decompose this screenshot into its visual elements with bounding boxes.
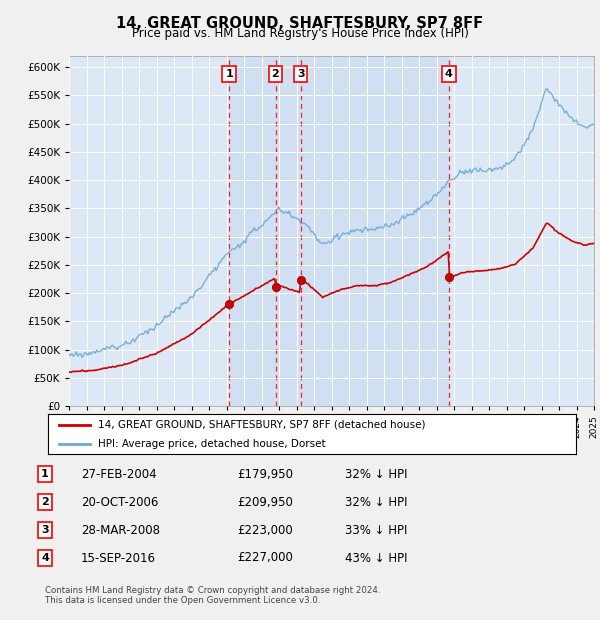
Text: 3: 3 [41, 525, 49, 535]
Text: HPI: Average price, detached house, Dorset: HPI: Average price, detached house, Dors… [98, 439, 326, 449]
Text: 20-OCT-2006: 20-OCT-2006 [81, 496, 158, 508]
Bar [229, 56, 449, 406]
Text: Contains HM Land Registry data © Crown copyright and database right 2024.
This d: Contains HM Land Registry data © Crown c… [45, 586, 380, 605]
Text: 14, GREAT GROUND, SHAFTESBURY, SP7 8FF: 14, GREAT GROUND, SHAFTESBURY, SP7 8FF [116, 16, 484, 30]
Text: 33% ↓ HPI: 33% ↓ HPI [345, 524, 407, 536]
Text: 4: 4 [41, 553, 49, 563]
Text: 15-SEP-2016: 15-SEP-2016 [81, 552, 156, 564]
Text: 1: 1 [225, 69, 233, 79]
Text: 27-FEB-2004: 27-FEB-2004 [81, 468, 157, 481]
Text: Price paid vs. HM Land Registry's House Price Index (HPI): Price paid vs. HM Land Registry's House … [131, 27, 469, 40]
Text: 43% ↓ HPI: 43% ↓ HPI [345, 552, 407, 564]
Text: 14, GREAT GROUND, SHAFTESBURY, SP7 8FF (detached house): 14, GREAT GROUND, SHAFTESBURY, SP7 8FF (… [98, 420, 425, 430]
Text: 28-MAR-2008: 28-MAR-2008 [81, 524, 160, 536]
Text: 1: 1 [41, 469, 49, 479]
Text: £227,000: £227,000 [237, 552, 293, 564]
Text: £209,950: £209,950 [237, 496, 293, 508]
Text: 2: 2 [41, 497, 49, 507]
Text: £179,950: £179,950 [237, 468, 293, 481]
Text: 4: 4 [445, 69, 453, 79]
Text: 3: 3 [297, 69, 305, 79]
Text: 32% ↓ HPI: 32% ↓ HPI [345, 496, 407, 508]
Text: 2: 2 [272, 69, 280, 79]
Text: £223,000: £223,000 [237, 524, 293, 536]
Text: 32% ↓ HPI: 32% ↓ HPI [345, 468, 407, 481]
